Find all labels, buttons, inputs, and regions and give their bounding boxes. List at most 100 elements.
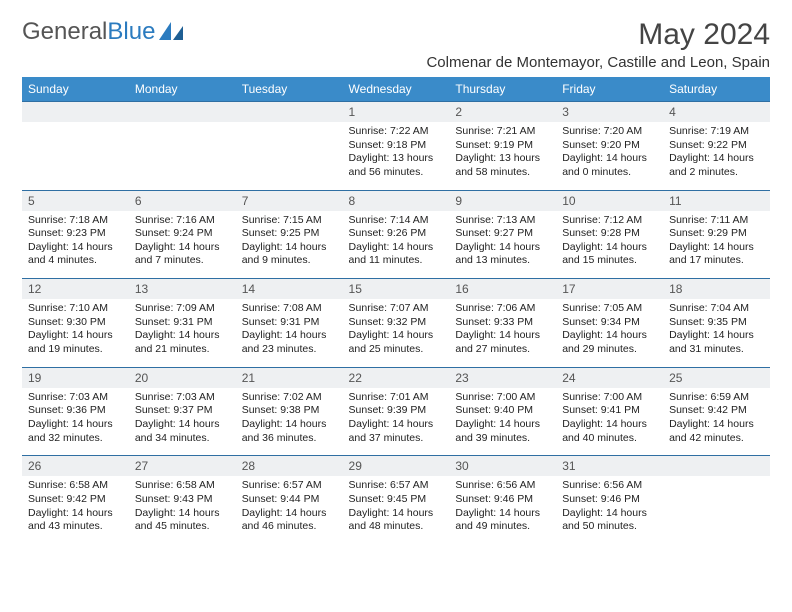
day-number: 7 bbox=[236, 191, 343, 211]
day-number: 14 bbox=[236, 279, 343, 299]
day-info: Sunrise: 6:56 AMSunset: 9:46 PMDaylight:… bbox=[556, 476, 663, 544]
calendar-cell: 7Sunrise: 7:15 AMSunset: 9:25 PMDaylight… bbox=[236, 190, 343, 279]
calendar-cell: 27Sunrise: 6:58 AMSunset: 9:43 PMDayligh… bbox=[129, 456, 236, 544]
weekday-header: Wednesday bbox=[343, 77, 450, 102]
day-number: 22 bbox=[343, 368, 450, 388]
calendar-cell: 10Sunrise: 7:12 AMSunset: 9:28 PMDayligh… bbox=[556, 190, 663, 279]
calendar-cell: 5Sunrise: 7:18 AMSunset: 9:23 PMDaylight… bbox=[22, 190, 129, 279]
day-number: 9 bbox=[449, 191, 556, 211]
day-number: 11 bbox=[663, 191, 770, 211]
calendar-cell: 23Sunrise: 7:00 AMSunset: 9:40 PMDayligh… bbox=[449, 367, 556, 456]
day-info: Sunrise: 7:00 AMSunset: 9:41 PMDaylight:… bbox=[556, 388, 663, 456]
day-info: Sunrise: 7:15 AMSunset: 9:25 PMDaylight:… bbox=[236, 211, 343, 279]
day-number: 4 bbox=[663, 102, 770, 122]
weekday-header: Friday bbox=[556, 77, 663, 102]
day-number: 15 bbox=[343, 279, 450, 299]
day-number: 6 bbox=[129, 191, 236, 211]
day-info: Sunrise: 7:10 AMSunset: 9:30 PMDaylight:… bbox=[22, 299, 129, 367]
day-info: Sunrise: 6:56 AMSunset: 9:46 PMDaylight:… bbox=[449, 476, 556, 544]
day-number: 20 bbox=[129, 368, 236, 388]
calendar-cell: 9Sunrise: 7:13 AMSunset: 9:27 PMDaylight… bbox=[449, 190, 556, 279]
weekday-header: Sunday bbox=[22, 77, 129, 102]
day-number: 28 bbox=[236, 456, 343, 476]
weekday-header: Tuesday bbox=[236, 77, 343, 102]
calendar-cell: 13Sunrise: 7:09 AMSunset: 9:31 PMDayligh… bbox=[129, 279, 236, 368]
day-info: Sunrise: 6:57 AMSunset: 9:45 PMDaylight:… bbox=[343, 476, 450, 544]
brand-logo: GeneralBlue bbox=[22, 18, 185, 46]
location-line: Colmenar de Montemayor, Castille and Leo… bbox=[22, 54, 770, 71]
calendar-cell: 21Sunrise: 7:02 AMSunset: 9:38 PMDayligh… bbox=[236, 367, 343, 456]
day-number: 12 bbox=[22, 279, 129, 299]
calendar-cell: 2Sunrise: 7:21 AMSunset: 9:19 PMDaylight… bbox=[449, 102, 556, 191]
calendar-cell: 28Sunrise: 6:57 AMSunset: 9:44 PMDayligh… bbox=[236, 456, 343, 544]
day-number: 3 bbox=[556, 102, 663, 122]
day-info: Sunrise: 7:08 AMSunset: 9:31 PMDaylight:… bbox=[236, 299, 343, 367]
brand-part1: General bbox=[22, 18, 107, 46]
day-number: 30 bbox=[449, 456, 556, 476]
calendar-cell: 19Sunrise: 7:03 AMSunset: 9:36 PMDayligh… bbox=[22, 367, 129, 456]
calendar-cell: 25Sunrise: 6:59 AMSunset: 9:42 PMDayligh… bbox=[663, 367, 770, 456]
day-info: Sunrise: 7:11 AMSunset: 9:29 PMDaylight:… bbox=[663, 211, 770, 279]
calendar-cell: 30Sunrise: 6:56 AMSunset: 9:46 PMDayligh… bbox=[449, 456, 556, 544]
day-info: Sunrise: 6:59 AMSunset: 9:42 PMDaylight:… bbox=[663, 388, 770, 456]
day-info: Sunrise: 7:00 AMSunset: 9:40 PMDaylight:… bbox=[449, 388, 556, 456]
calendar-cell: 3Sunrise: 7:20 AMSunset: 9:20 PMDaylight… bbox=[556, 102, 663, 191]
calendar-table: SundayMondayTuesdayWednesdayThursdayFrid… bbox=[22, 77, 770, 544]
calendar-cell bbox=[236, 102, 343, 191]
day-number: 1 bbox=[343, 102, 450, 122]
calendar-cell: 22Sunrise: 7:01 AMSunset: 9:39 PMDayligh… bbox=[343, 367, 450, 456]
day-info: Sunrise: 7:03 AMSunset: 9:37 PMDaylight:… bbox=[129, 388, 236, 456]
calendar-cell: 15Sunrise: 7:07 AMSunset: 9:32 PMDayligh… bbox=[343, 279, 450, 368]
calendar-cell bbox=[22, 102, 129, 191]
day-number: 26 bbox=[22, 456, 129, 476]
day-info: Sunrise: 7:03 AMSunset: 9:36 PMDaylight:… bbox=[22, 388, 129, 456]
day-number: 2 bbox=[449, 102, 556, 122]
weekday-header: Monday bbox=[129, 77, 236, 102]
logo-sail-icon bbox=[159, 22, 185, 42]
day-info: Sunrise: 7:20 AMSunset: 9:20 PMDaylight:… bbox=[556, 122, 663, 190]
day-info: Sunrise: 7:09 AMSunset: 9:31 PMDaylight:… bbox=[129, 299, 236, 367]
brand-part2: Blue bbox=[107, 18, 155, 46]
day-info: Sunrise: 7:06 AMSunset: 9:33 PMDaylight:… bbox=[449, 299, 556, 367]
day-info: Sunrise: 6:57 AMSunset: 9:44 PMDaylight:… bbox=[236, 476, 343, 544]
day-info: Sunrise: 7:02 AMSunset: 9:38 PMDaylight:… bbox=[236, 388, 343, 456]
day-info: Sunrise: 7:13 AMSunset: 9:27 PMDaylight:… bbox=[449, 211, 556, 279]
calendar-cell: 14Sunrise: 7:08 AMSunset: 9:31 PMDayligh… bbox=[236, 279, 343, 368]
weekday-header: Saturday bbox=[663, 77, 770, 102]
calendar-cell: 18Sunrise: 7:04 AMSunset: 9:35 PMDayligh… bbox=[663, 279, 770, 368]
calendar-cell: 4Sunrise: 7:19 AMSunset: 9:22 PMDaylight… bbox=[663, 102, 770, 191]
day-info: Sunrise: 7:01 AMSunset: 9:39 PMDaylight:… bbox=[343, 388, 450, 456]
day-number: 17 bbox=[556, 279, 663, 299]
day-info: Sunrise: 7:12 AMSunset: 9:28 PMDaylight:… bbox=[556, 211, 663, 279]
day-info: Sunrise: 7:05 AMSunset: 9:34 PMDaylight:… bbox=[556, 299, 663, 367]
day-number: 31 bbox=[556, 456, 663, 476]
day-info: Sunrise: 7:21 AMSunset: 9:19 PMDaylight:… bbox=[449, 122, 556, 190]
day-info: Sunrise: 7:22 AMSunset: 9:18 PMDaylight:… bbox=[343, 122, 450, 190]
page-title: May 2024 bbox=[638, 18, 770, 52]
calendar-cell: 20Sunrise: 7:03 AMSunset: 9:37 PMDayligh… bbox=[129, 367, 236, 456]
calendar-cell: 8Sunrise: 7:14 AMSunset: 9:26 PMDaylight… bbox=[343, 190, 450, 279]
day-number: 8 bbox=[343, 191, 450, 211]
day-number: 21 bbox=[236, 368, 343, 388]
day-info: Sunrise: 7:07 AMSunset: 9:32 PMDaylight:… bbox=[343, 299, 450, 367]
calendar-cell: 31Sunrise: 6:56 AMSunset: 9:46 PMDayligh… bbox=[556, 456, 663, 544]
calendar-cell bbox=[663, 456, 770, 544]
calendar-cell: 29Sunrise: 6:57 AMSunset: 9:45 PMDayligh… bbox=[343, 456, 450, 544]
day-number: 10 bbox=[556, 191, 663, 211]
calendar-cell: 6Sunrise: 7:16 AMSunset: 9:24 PMDaylight… bbox=[129, 190, 236, 279]
day-info: Sunrise: 7:18 AMSunset: 9:23 PMDaylight:… bbox=[22, 211, 129, 279]
day-number: 29 bbox=[343, 456, 450, 476]
day-info: Sunrise: 7:19 AMSunset: 9:22 PMDaylight:… bbox=[663, 122, 770, 190]
day-number: 19 bbox=[22, 368, 129, 388]
calendar-cell: 26Sunrise: 6:58 AMSunset: 9:42 PMDayligh… bbox=[22, 456, 129, 544]
day-number: 23 bbox=[449, 368, 556, 388]
calendar-cell: 24Sunrise: 7:00 AMSunset: 9:41 PMDayligh… bbox=[556, 367, 663, 456]
day-info: Sunrise: 6:58 AMSunset: 9:42 PMDaylight:… bbox=[22, 476, 129, 544]
calendar-cell: 17Sunrise: 7:05 AMSunset: 9:34 PMDayligh… bbox=[556, 279, 663, 368]
day-number: 27 bbox=[129, 456, 236, 476]
calendar-cell: 12Sunrise: 7:10 AMSunset: 9:30 PMDayligh… bbox=[22, 279, 129, 368]
day-info: Sunrise: 7:04 AMSunset: 9:35 PMDaylight:… bbox=[663, 299, 770, 367]
calendar-cell: 16Sunrise: 7:06 AMSunset: 9:33 PMDayligh… bbox=[449, 279, 556, 368]
day-info: Sunrise: 7:16 AMSunset: 9:24 PMDaylight:… bbox=[129, 211, 236, 279]
day-number: 5 bbox=[22, 191, 129, 211]
